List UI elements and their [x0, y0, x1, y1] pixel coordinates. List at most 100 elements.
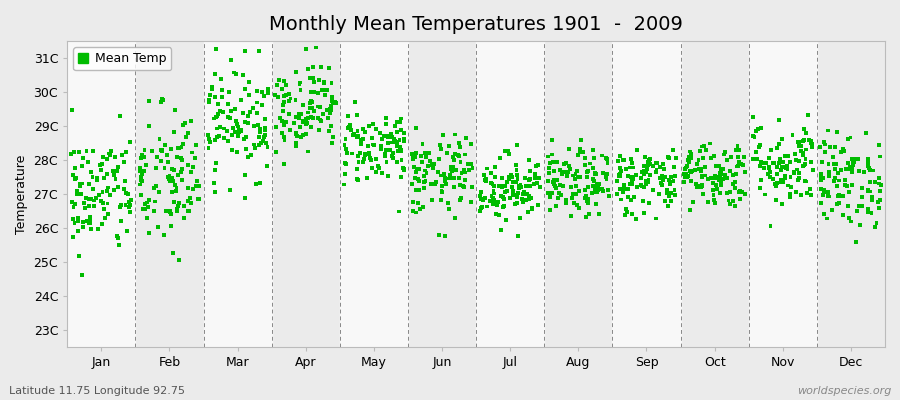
Point [486, 195, 500, 201]
Point [289, 130, 303, 136]
Point [550, 159, 564, 165]
Point [496, 204, 510, 210]
Point [358, 128, 373, 135]
Point [394, 156, 409, 163]
Point [166, 178, 180, 184]
Point [757, 160, 771, 166]
Point [736, 162, 751, 168]
Point [658, 174, 672, 180]
Point [713, 173, 727, 179]
Point [384, 134, 399, 140]
Point [816, 175, 831, 182]
Point [649, 169, 663, 176]
Point [179, 134, 194, 140]
Point [160, 174, 175, 180]
Point [832, 192, 846, 198]
Point [167, 182, 182, 188]
Point [694, 184, 708, 190]
Point [864, 210, 878, 216]
Point [95, 154, 110, 160]
Point [866, 167, 880, 174]
Point [108, 167, 122, 174]
Point [208, 167, 222, 174]
Point [513, 182, 527, 189]
Point [570, 168, 584, 174]
Point [182, 208, 196, 214]
Point [306, 108, 320, 114]
Point [731, 154, 745, 160]
Point [381, 173, 395, 179]
Point [822, 168, 836, 175]
Point [574, 136, 589, 143]
Point [772, 156, 787, 162]
Point [220, 114, 235, 120]
Point [78, 195, 93, 202]
Point [133, 164, 148, 171]
Point [514, 184, 528, 190]
Point [832, 200, 846, 206]
Point [447, 214, 462, 221]
Point [736, 162, 751, 168]
Point [343, 122, 357, 128]
Point [494, 193, 508, 200]
Point [491, 182, 506, 189]
Point [250, 99, 265, 106]
Point [275, 118, 290, 125]
Point [86, 186, 100, 192]
Point [641, 162, 655, 169]
Point [254, 140, 268, 146]
Point [704, 175, 718, 181]
Point [505, 173, 519, 180]
Point [684, 150, 698, 157]
Point [636, 184, 651, 190]
Point [364, 156, 378, 163]
Point [192, 183, 206, 189]
Point [95, 188, 110, 195]
Point [726, 197, 741, 204]
Point [783, 184, 797, 190]
Point [390, 159, 404, 165]
Point [166, 178, 180, 184]
Point [358, 128, 373, 135]
Point [406, 156, 420, 162]
Point [229, 118, 243, 124]
Point [821, 127, 835, 134]
Point [542, 164, 556, 171]
Point [72, 149, 86, 156]
Point [354, 141, 368, 147]
Point [477, 172, 491, 178]
Point [321, 65, 336, 72]
Point [646, 163, 661, 170]
Point [350, 134, 365, 140]
Point [397, 167, 411, 173]
Point [340, 150, 355, 156]
Point [373, 130, 387, 136]
Point [595, 185, 609, 192]
Point [208, 70, 222, 77]
Point [584, 190, 598, 196]
Point [806, 166, 820, 173]
Point [646, 187, 661, 193]
Point [457, 167, 472, 173]
Point [649, 215, 663, 222]
Point [205, 86, 220, 92]
Point [376, 132, 391, 139]
Point [713, 170, 727, 176]
Point [234, 127, 248, 134]
Point [517, 189, 531, 196]
Point [217, 135, 231, 141]
Point [374, 146, 388, 152]
Point [571, 174, 585, 180]
Point [276, 161, 291, 168]
Point [542, 169, 556, 176]
Point [439, 175, 454, 182]
Point [454, 159, 468, 166]
Point [864, 210, 878, 216]
Point [90, 177, 104, 183]
Point [149, 154, 164, 160]
Point [282, 91, 296, 98]
Point [444, 165, 458, 171]
Point [738, 191, 752, 197]
Point [167, 107, 182, 114]
Point [816, 139, 831, 145]
